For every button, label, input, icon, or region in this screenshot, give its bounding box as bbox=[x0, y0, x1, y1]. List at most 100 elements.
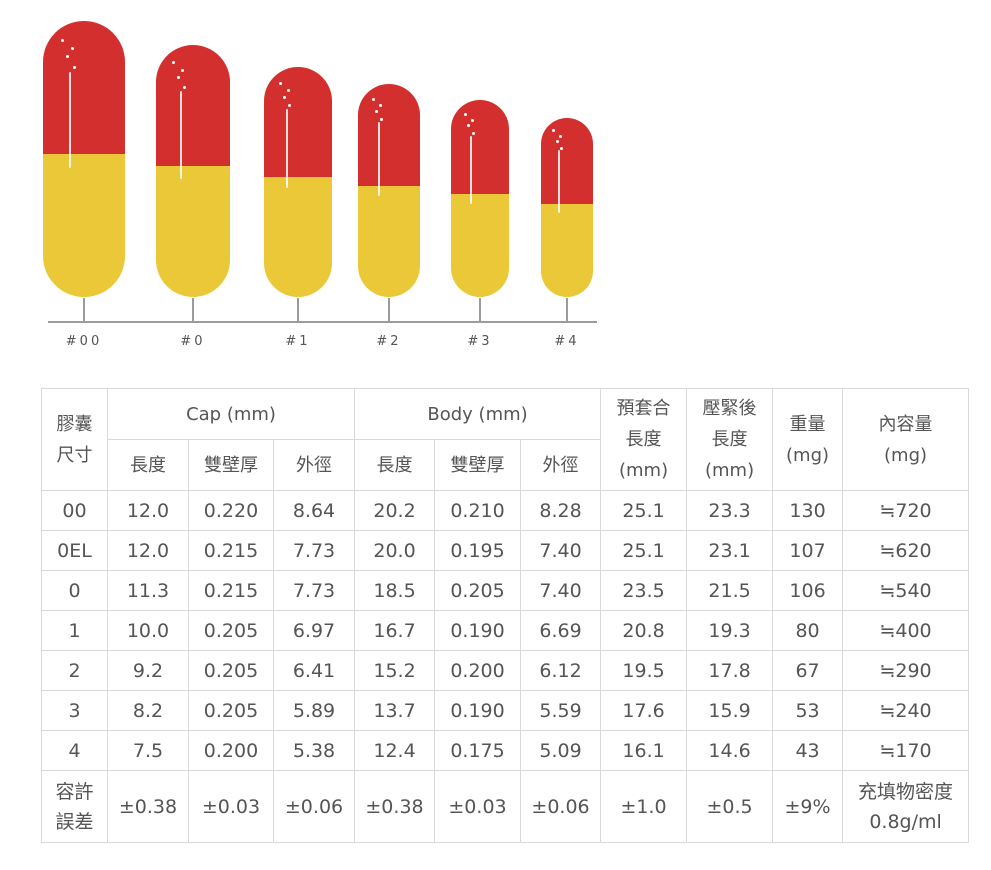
capsule-highlight-dot bbox=[73, 66, 76, 69]
header-cap-group: Cap (mm) bbox=[106, 388, 356, 440]
table-cell: 6.12 bbox=[520, 650, 602, 691]
table-cell: ±0.5 bbox=[686, 770, 774, 843]
table-cell: 14.6 bbox=[686, 730, 774, 771]
table-cell: 20.2 bbox=[354, 490, 436, 531]
capsule-highlight bbox=[470, 136, 472, 204]
table-cell: 7.73 bbox=[272, 570, 356, 611]
size-axis-tick bbox=[479, 298, 481, 321]
size-cell: 0EL bbox=[41, 530, 108, 571]
table-cell: 7.40 bbox=[520, 530, 602, 571]
table-cell: 19.5 bbox=[600, 650, 688, 691]
table-cell: 0.195 bbox=[434, 530, 522, 571]
header-capacity: 內容量 (mg) bbox=[842, 388, 970, 491]
table-cell: 23.3 bbox=[686, 490, 774, 531]
capsule-highlight-dot bbox=[464, 113, 467, 116]
capsule-highlight-dot bbox=[372, 98, 375, 101]
capsule-body bbox=[541, 204, 593, 297]
capsule-image bbox=[358, 84, 420, 297]
table-cell: ≒540 bbox=[842, 570, 970, 611]
capsule-highlight bbox=[378, 122, 380, 196]
table-cell: 5.89 bbox=[272, 690, 356, 731]
header-body-group: Body (mm) bbox=[354, 388, 602, 440]
tolerance-label: 容許 誤差 bbox=[41, 770, 108, 843]
table-cell: 106 bbox=[772, 570, 844, 611]
table-cell: 15.9 bbox=[686, 690, 774, 731]
table-cell: 0.205 bbox=[188, 690, 274, 731]
capsule-highlight bbox=[180, 91, 182, 179]
size-cell: 0 bbox=[41, 570, 108, 611]
table-cell: 6.41 bbox=[272, 650, 356, 691]
capsule-cap bbox=[43, 21, 125, 154]
capsule-body bbox=[451, 194, 509, 297]
table-cell: ≒720 bbox=[842, 490, 970, 531]
table-cell: 107 bbox=[772, 530, 844, 571]
capsule-highlight-dot bbox=[472, 132, 475, 135]
table-cell: 0.190 bbox=[434, 690, 522, 731]
table-cell: 0.200 bbox=[434, 650, 522, 691]
capsule-spec-table: 膠囊 尺寸 Cap (mm) Body (mm) 預套合 長度 (mm) 壓緊後… bbox=[41, 388, 970, 843]
size-axis-tick bbox=[566, 298, 568, 321]
table-cell: ±0.03 bbox=[188, 770, 274, 843]
header-cap-wall: 雙壁厚 bbox=[188, 439, 274, 491]
size-cell: 3 bbox=[41, 690, 108, 731]
table-cell: 0.190 bbox=[434, 610, 522, 651]
capsule-highlight-dot bbox=[71, 47, 74, 50]
table-cell: 20.8 bbox=[600, 610, 688, 651]
table-cell: 13.7 bbox=[354, 690, 436, 731]
header-body-wall: 雙壁厚 bbox=[434, 439, 522, 491]
capsule-highlight-dot bbox=[181, 69, 184, 72]
table-cell: 0.205 bbox=[188, 650, 274, 691]
capsule-highlight-dot bbox=[183, 86, 186, 89]
table-row: 00 12.0 0.220 8.64 20.2 0.210 8.28 25.1 23.3 130 ≒… bbox=[41, 490, 970, 531]
table-cell: 12.0 bbox=[107, 530, 189, 571]
table-cell: ≒290 bbox=[842, 650, 970, 691]
capsule-cap bbox=[451, 100, 509, 194]
table-cell: 6.69 bbox=[520, 610, 602, 651]
size-axis-tick bbox=[83, 298, 85, 321]
header-weight: 重量 (mg) bbox=[772, 388, 844, 491]
table-cell: 8.64 bbox=[272, 490, 356, 531]
capsule-highlight bbox=[286, 109, 288, 188]
table-cell: 0.210 bbox=[434, 490, 522, 531]
table-cell: ≒240 bbox=[842, 690, 970, 731]
capsule-image bbox=[541, 118, 593, 297]
header-size: 膠囊 尺寸 bbox=[41, 388, 108, 491]
header-body-diameter: 外徑 bbox=[520, 439, 602, 491]
table-cell: 53 bbox=[772, 690, 844, 731]
capsule-size-label: #00 bbox=[65, 334, 103, 349]
table-cell: 67 bbox=[772, 650, 844, 691]
table-row: 3 8.2 0.205 5.89 13.7 0.190 5.59 17.6 15.9 53 ≒240 bbox=[41, 690, 970, 731]
table-cell: 18.5 bbox=[354, 570, 436, 611]
table-cell: 8.28 bbox=[520, 490, 602, 531]
table-cell: 25.1 bbox=[600, 490, 688, 531]
header-cap-diameter: 外徑 bbox=[272, 439, 356, 491]
capsule-size-label: #3 bbox=[467, 334, 493, 349]
table-cell: 23.1 bbox=[686, 530, 774, 571]
capsule-size-label: #1 bbox=[285, 334, 311, 349]
table-row: 0EL 12.0 0.215 7.73 20.0 0.195 7.40 25.1 23.1 107… bbox=[41, 530, 970, 571]
capsule-highlight-dot bbox=[552, 129, 555, 132]
capsule-highlight-dot bbox=[471, 119, 474, 122]
capsule-highlight-dot bbox=[177, 76, 180, 79]
capsule-cap bbox=[541, 118, 593, 204]
table-cell: 43 bbox=[772, 730, 844, 771]
header-prefit-length: 預套合 長度 (mm) bbox=[600, 388, 688, 491]
table-cell: 130 bbox=[772, 490, 844, 531]
table-cell: ±0.38 bbox=[354, 770, 436, 843]
capsule-image bbox=[156, 45, 230, 297]
table-cell: 80 bbox=[772, 610, 844, 651]
size-cell: 4 bbox=[41, 730, 108, 771]
table-cell: ≒620 bbox=[842, 530, 970, 571]
table-row: 0 11.3 0.215 7.73 18.5 0.205 7.40 23.5 21.5 106 ≒5… bbox=[41, 570, 970, 611]
size-cell: 1 bbox=[41, 610, 108, 651]
capsule-highlight-dot bbox=[560, 147, 563, 150]
capsule-highlight-dot bbox=[279, 82, 282, 85]
capsule-highlight-dot bbox=[61, 39, 64, 42]
capsule-cap bbox=[264, 67, 332, 177]
capsule-image bbox=[264, 67, 332, 297]
table-cell: 0.205 bbox=[434, 570, 522, 611]
table-cell: 0.215 bbox=[188, 570, 274, 611]
table-row: 4 7.5 0.200 5.38 12.4 0.175 5.09 16.1 14.6 43 ≒170 bbox=[41, 730, 970, 771]
table-cell: 25.1 bbox=[600, 530, 688, 571]
size-axis-line bbox=[48, 321, 597, 323]
